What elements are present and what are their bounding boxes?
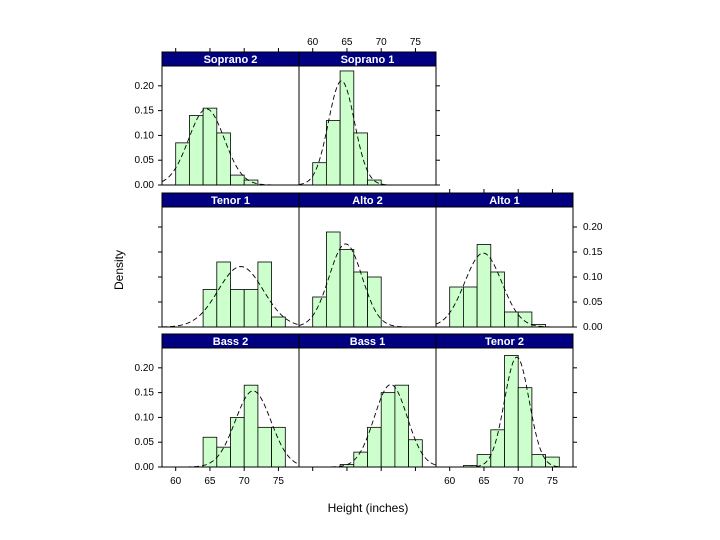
panel-alto-2: Alto 2 (298, 192, 437, 328)
strip-label: Bass 2 (213, 336, 248, 348)
panel-tenor-1: Tenor 1 (161, 192, 300, 328)
density-curve (436, 356, 574, 468)
histogram-bar (312, 296, 327, 328)
panels-group: Soprano 2 Soprano 1 Tenor 1 Alto 2 Alto 1 Bas… (135, 37, 603, 487)
histogram-bar (380, 392, 396, 468)
histogram-bar (339, 70, 355, 186)
x-tick-label: 65 (204, 476, 216, 487)
histogram-bar (517, 311, 533, 328)
y-tick-label: 0.10 (135, 412, 155, 423)
histogram-bar (216, 446, 231, 468)
histogram-bar (353, 132, 368, 186)
histogram-bar (188, 115, 204, 186)
y-tick-label: 0.05 (135, 155, 155, 166)
strip-label: Tenor 2 (485, 336, 524, 348)
panel-bass-1: Bass 1 (298, 333, 437, 468)
histogram-bar (367, 426, 382, 468)
panel-alto-1: Alto 1 (435, 192, 574, 328)
x-tick-label: 70 (376, 37, 388, 48)
y-tick-label: 0.00 (135, 180, 155, 191)
panel-frame (298, 51, 437, 186)
panel-soprano-1: Soprano 1 (298, 51, 437, 186)
x-tick-label: 70 (513, 476, 525, 487)
histogram-bar (230, 174, 245, 186)
histogram-bar (367, 276, 382, 328)
y-tick-label: 0.20 (135, 81, 155, 92)
histogram-bar (367, 179, 382, 186)
histogram-bar (353, 271, 368, 328)
histogram-bar (339, 249, 355, 328)
density-curve (299, 384, 437, 468)
panel-tenor-2: Tenor 2 (435, 333, 574, 468)
y-tick-label: 0.05 (583, 297, 603, 308)
histogram-bar (257, 261, 272, 328)
histogram-bar (517, 387, 533, 468)
x-tick-label: 65 (478, 476, 490, 487)
y-tick-label: 0.15 (135, 388, 155, 399)
x-tick-label: 60 (170, 476, 182, 487)
strip-label: Soprano 1 (341, 54, 395, 66)
histogram-bar (504, 355, 519, 468)
histogram-bar (504, 311, 519, 328)
strip-label: Bass 1 (350, 336, 385, 348)
panel-bass-2: Bass 2 (161, 333, 300, 468)
histogram-bar (243, 289, 259, 328)
y-tick-label: 0.10 (135, 130, 155, 141)
histogram-bar (202, 107, 218, 186)
y-tick-label: 0.10 (583, 272, 603, 283)
histogram-bar (271, 316, 286, 328)
histogram-bar (490, 271, 505, 328)
histogram-bar (243, 179, 259, 186)
y-axis-title: Density (112, 250, 126, 290)
histogram-bar (216, 132, 231, 186)
y-tick-label: 0.20 (583, 222, 603, 233)
histogram-bar (476, 244, 492, 328)
strip-label: Alto 2 (352, 195, 383, 207)
y-tick-label: 0.20 (135, 363, 155, 374)
x-axis-title: Height (inches) (328, 501, 409, 515)
y-tick-label: 0.00 (583, 322, 603, 333)
histogram-bar (243, 384, 259, 468)
histogram-bar (257, 426, 272, 468)
x-tick-label: 60 (307, 37, 319, 48)
histogram-bar (462, 286, 478, 328)
y-tick-label: 0.05 (135, 437, 155, 448)
x-tick-label: 60 (444, 476, 456, 487)
x-tick-label: 75 (273, 476, 285, 487)
strip-label: Tenor 1 (211, 195, 250, 207)
x-tick-label: 75 (547, 476, 559, 487)
strip-label: Alto 1 (489, 195, 520, 207)
histogram-bar (408, 439, 423, 468)
panel-frame (435, 333, 574, 468)
y-tick-label: 0.15 (135, 106, 155, 117)
histogram-bar (353, 451, 368, 468)
x-tick-label: 75 (410, 37, 422, 48)
x-tick-label: 70 (239, 476, 251, 487)
panel-soprano-2: Soprano 2 (161, 51, 300, 186)
y-tick-label: 0.15 (583, 247, 603, 258)
histogram-bar (271, 426, 286, 468)
density-curve (162, 390, 300, 468)
density-curve (161, 266, 300, 328)
histogram-bar (476, 454, 492, 468)
panel-frame (435, 192, 574, 328)
x-tick-label: 65 (341, 37, 353, 48)
strip-label: Soprano 2 (204, 54, 258, 66)
histogram-bar (312, 162, 327, 186)
histogram-bar (449, 286, 464, 328)
histogram-bar (216, 261, 231, 328)
histogram-bar (230, 417, 245, 468)
histogram-bar (394, 384, 409, 468)
histogram-bar (230, 289, 245, 328)
y-tick-label: 0.00 (135, 462, 155, 473)
histogram-bar (325, 120, 341, 186)
density-curve (298, 80, 436, 186)
